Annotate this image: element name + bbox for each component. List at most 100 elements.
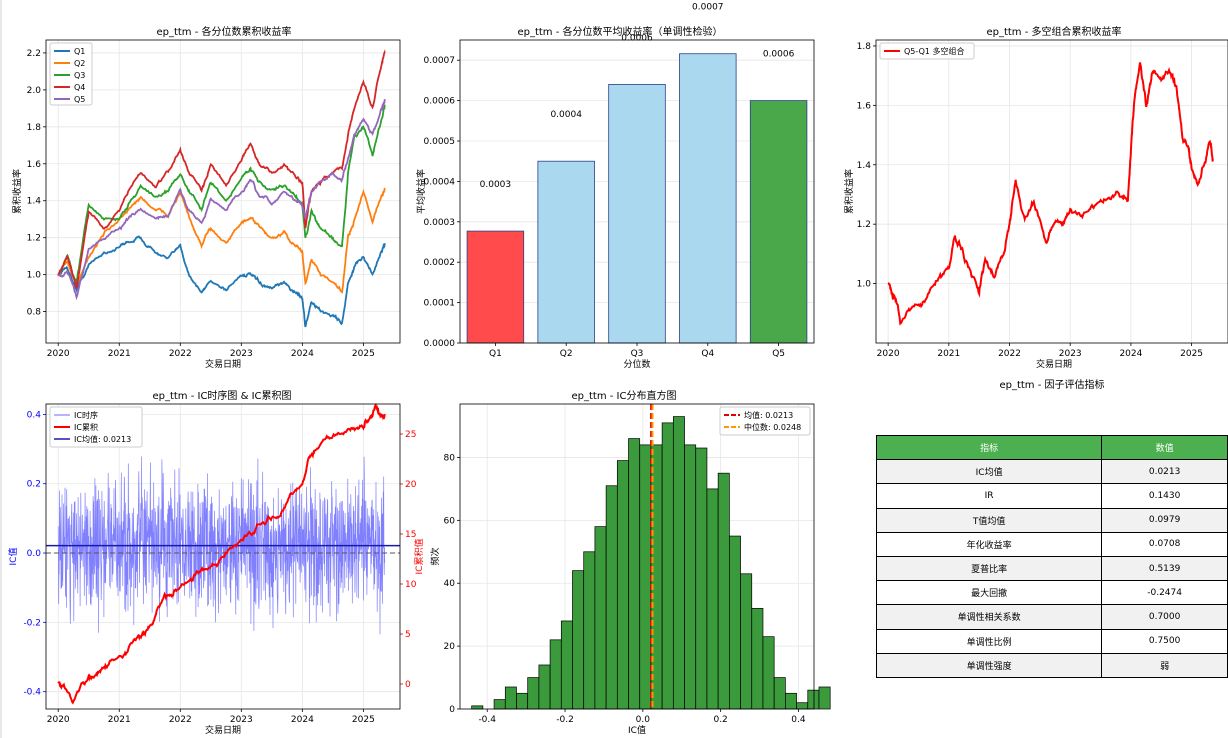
histogram-bar xyxy=(706,488,719,710)
p5-legend: 均值: 0.0213 中位数: 0.0248 xyxy=(719,406,811,436)
p4-x-tick-label: 2024 xyxy=(291,715,314,725)
p2-bar-value-label: 0.0006 xyxy=(621,33,653,43)
metrics-header-indicator: 指标 xyxy=(875,434,1103,461)
p3-x-tick-label: 2022 xyxy=(998,349,1021,359)
p2-x-tick-label: Q5 xyxy=(772,349,785,359)
p5-x-tick-label: -0.4 xyxy=(478,715,496,725)
metric-name: 夏普比率 xyxy=(875,555,1103,582)
p5-x-tick-label: 0.4 xyxy=(791,715,806,725)
p3-legend-label: Q5-Q1 多空组合 xyxy=(904,46,965,56)
p4-x-tick-label: 2021 xyxy=(108,715,131,725)
p5-legend-label: 中位数: 0.0248 xyxy=(744,422,801,432)
p5-x-tick-label: 0.0 xyxy=(636,715,651,725)
metrics-table: 指标 数值 IC均值 0.0213 IR 0.1430 T值均值 0.0979 年化收… xyxy=(875,434,1228,678)
p4-x-axis-label: 交易日期 xyxy=(205,724,241,736)
p1-series-q2 xyxy=(57,187,386,294)
p1-x-tick-label: 2024 xyxy=(291,349,314,359)
p4-y-tick-label: 0.4 xyxy=(27,410,42,420)
p3-x-tick-label: 2020 xyxy=(877,349,900,359)
left-frame-edge xyxy=(0,0,2,738)
quantile-cum-chart: 2020 2021 2022 2023 2024 2025 0.8 1.0 1.2 1.4 1.6 1… xyxy=(11,39,401,370)
p2-bar-value-label: 0.0006 xyxy=(763,50,795,60)
table-row: 最大回撤 -0.2474 xyxy=(875,580,1228,606)
histogram-bar xyxy=(807,689,820,710)
quantile-cum-title: ep_ttm - 各分位数累积收益率 xyxy=(156,25,291,38)
ic-series-title: ep_ttm - IC时序图 & IC累积图 xyxy=(152,389,291,402)
histogram-bar xyxy=(527,677,540,710)
p1-series-q5 xyxy=(57,99,386,301)
p2-y-tick-label: 0.0007 xyxy=(424,56,456,66)
p4-y-tick-label: -0.2 xyxy=(23,618,41,628)
p3-y-tick-label: 1.4 xyxy=(857,161,872,171)
p2-x-tick-label: Q2 xyxy=(560,349,573,359)
p2-bar-value-label: 0.0004 xyxy=(550,110,582,120)
p2-bar-q1 xyxy=(466,230,525,344)
p5-y-tick-label: 40 xyxy=(444,579,456,589)
p5-legend-box xyxy=(719,406,811,436)
metric-value: -0.2474 xyxy=(1101,580,1228,606)
p2-y-axis-label: 平均收益率 xyxy=(415,169,427,214)
p3-legend: Q5-Q1 多空组合 xyxy=(879,42,975,60)
p5-y-tick-label: 0 xyxy=(449,705,455,715)
p1-legend-label: Q1 xyxy=(74,47,85,56)
p4-legend-label: IC均值: 0.0213 xyxy=(74,434,131,444)
histogram-bar xyxy=(684,444,697,710)
metrics-title: ep_ttm - 因子评估指标 xyxy=(999,380,1105,391)
histogram-bar xyxy=(695,447,708,710)
p1-series-q3 xyxy=(57,104,386,285)
p3-x-axis-label: 交易日期 xyxy=(1036,358,1072,370)
metric-name: 单调性比例 xyxy=(875,628,1103,654)
p1-y-tick-label: 1.8 xyxy=(27,123,42,133)
p1-x-tick-label: 2025 xyxy=(352,349,375,359)
p3-y-tick-label: 1.2 xyxy=(857,220,871,230)
histogram-bar xyxy=(729,535,741,710)
p5-y-tick-label: 20 xyxy=(444,642,456,652)
ic-hist-title: ep_ttm - IC分布直方图 xyxy=(572,389,677,402)
p2-x-axis-label: 分位数 xyxy=(623,358,650,370)
p3-legend-box xyxy=(879,42,975,60)
histogram-bar xyxy=(751,608,764,710)
metrics-header-row: 指标 数值 xyxy=(875,434,1228,461)
p4-plot-frame xyxy=(45,403,401,710)
p1-y-tick-label: 2.0 xyxy=(27,86,42,96)
p1-x-axis-label: 交易日期 xyxy=(205,358,241,370)
p5-y-tick-label: 60 xyxy=(444,516,456,526)
metric-value: 0.7500 xyxy=(1101,628,1228,654)
histogram-bar xyxy=(639,444,652,710)
histogram-bar xyxy=(538,664,551,710)
p1-legend-label: Q3 xyxy=(74,71,85,80)
p3-x-tick-label: 2024 xyxy=(1119,349,1142,359)
p5-legend-label: 均值: 0.0213 xyxy=(744,410,793,420)
histogram-bar xyxy=(605,485,618,710)
p3-y-tick-label: 1.8 xyxy=(857,42,872,52)
histogram-bar xyxy=(516,692,529,710)
p1-y-tick-label: 1.2 xyxy=(27,234,41,244)
p4-y-tick-label: 0.2 xyxy=(27,480,41,490)
metric-name: T值均值 xyxy=(875,507,1103,533)
histogram-bar xyxy=(493,699,506,710)
p1-legend: Q1 Q2 Q3 Q4 Q5 xyxy=(49,42,93,106)
p2-y-tick-label: 0.0004 xyxy=(424,177,456,187)
p1-series-q4 xyxy=(57,49,386,289)
p1-x-tick-label: 2023 xyxy=(230,349,253,359)
quantile-mean-title: ep_ttm - 各分位数平均收益率（单调性检验） xyxy=(517,25,722,38)
histogram-bar xyxy=(796,702,809,710)
p2-y-tick-label: 0.0001 xyxy=(424,299,456,309)
metric-value: 0.0979 xyxy=(1101,507,1228,533)
ic-hist-chart: -0.4 -0.2 0.0 0.2 0.4 0 20 40 60 80 均值: 0.0213 中位数:… xyxy=(429,403,831,736)
p5-plot-frame xyxy=(459,403,815,710)
p4-y-right-axis-label: IC累积值 xyxy=(413,539,425,575)
p1-legend-label: Q4 xyxy=(74,83,85,92)
table-row: T值均值 0.0979 xyxy=(875,507,1228,533)
p2-x-tick-label: Q1 xyxy=(489,349,502,359)
histogram-bar xyxy=(672,416,685,710)
metrics-header-value: 数值 xyxy=(1101,434,1228,461)
p4-y-right-tick-label: 20 xyxy=(405,480,417,490)
histogram-bar xyxy=(471,705,484,710)
table-row: 单调性强度弱 xyxy=(875,652,1228,678)
p1-y-tick-label: 1.4 xyxy=(27,197,42,207)
p4-y-right-tick-label: 5 xyxy=(405,630,411,640)
histogram-bar xyxy=(572,570,585,710)
table-row: 单调性相关系数 0.7000 xyxy=(875,604,1228,630)
